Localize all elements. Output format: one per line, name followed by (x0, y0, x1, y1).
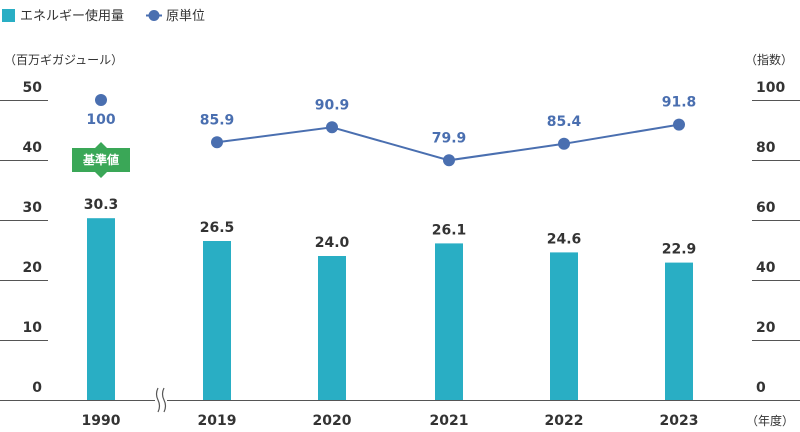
legend-line-label: 原単位 (166, 8, 205, 24)
legend-bar-swatch (2, 9, 15, 22)
bars (87, 218, 693, 400)
y-left-tick-label: 30 (23, 200, 43, 216)
bar-value-label: 26.1 (432, 222, 467, 238)
y-left-tick-label: 0 (32, 380, 42, 396)
line-value-label: 90.9 (315, 97, 350, 113)
y-right-ticks: 0 20 40 60 80 100 (756, 80, 785, 396)
bar (550, 252, 578, 400)
y-left-tick-label: 50 (23, 80, 43, 96)
x-tick-label: 2020 (313, 413, 352, 429)
line-point (95, 94, 107, 106)
line-value-label: 85.4 (547, 114, 582, 130)
legend-line-swatch-marker (148, 10, 160, 21)
y-left-unit-label: （百万ギガジュール） (4, 53, 123, 67)
axis-break-icon (155, 386, 167, 414)
bar-value-label: 22.9 (662, 242, 697, 258)
y-right-tick-label: 40 (756, 260, 776, 276)
line-point (673, 118, 685, 131)
line-labels: 100 85.9 90.9 79.9 85.4 91.8 (86, 95, 696, 147)
y-right-tick-label: 0 (756, 380, 766, 396)
y-right-tick-label: 20 (756, 320, 776, 336)
bar (435, 243, 463, 400)
x-tick-label: 2022 (545, 413, 584, 429)
line-series (95, 94, 685, 167)
x-ticks: 1990 2019 2020 2021 2022 2023 (82, 413, 699, 429)
baseline-badge-shape (72, 142, 130, 178)
x-tick-label: 1990 (82, 413, 121, 429)
y-right-tick-label: 80 (756, 140, 776, 156)
bar-value-label: 24.6 (547, 231, 582, 247)
baseline-badge-text: 基準値 (82, 152, 119, 167)
x-tick-label: 2021 (430, 413, 469, 429)
x-unit-label: （年度） (746, 413, 794, 428)
line-value-label: 91.8 (662, 95, 697, 111)
line-value-label: 85.9 (200, 112, 235, 128)
y-left-tick-label: 40 (23, 140, 43, 156)
grid (0, 100, 800, 341)
legend-bar-label: エネルギー使用量 (20, 8, 124, 24)
y-right-tick-label: 100 (756, 80, 785, 96)
y-left-tick-label: 10 (23, 320, 43, 336)
line-point (211, 136, 223, 149)
line-value-label: 100 (86, 112, 115, 128)
bar-labels: 30.3 26.5 24.0 26.1 24.6 22.9 (84, 197, 697, 257)
bar-value-label: 24.0 (315, 235, 350, 251)
line-point (326, 121, 338, 134)
y-right-tick-label: 60 (756, 200, 776, 216)
y-left-tick-label: 20 (23, 260, 43, 276)
y-right-unit-label: （指数） (745, 52, 793, 67)
line-point (558, 137, 570, 150)
y-left-ticks: 0 10 20 30 40 50 (23, 80, 43, 396)
baseline-badge: 基準値 (72, 142, 130, 178)
x-tick-label: 2019 (198, 413, 237, 429)
line-value-label: 79.9 (432, 130, 467, 146)
bar (318, 256, 346, 400)
line-point (443, 154, 455, 167)
bar (665, 262, 693, 400)
bar-value-label: 30.3 (84, 197, 119, 213)
bar-value-label: 26.5 (200, 220, 235, 236)
x-tick-label: 2023 (660, 413, 699, 429)
bar (87, 218, 115, 400)
legend: エネルギー使用量 原単位 (2, 8, 205, 24)
bar (203, 241, 231, 400)
